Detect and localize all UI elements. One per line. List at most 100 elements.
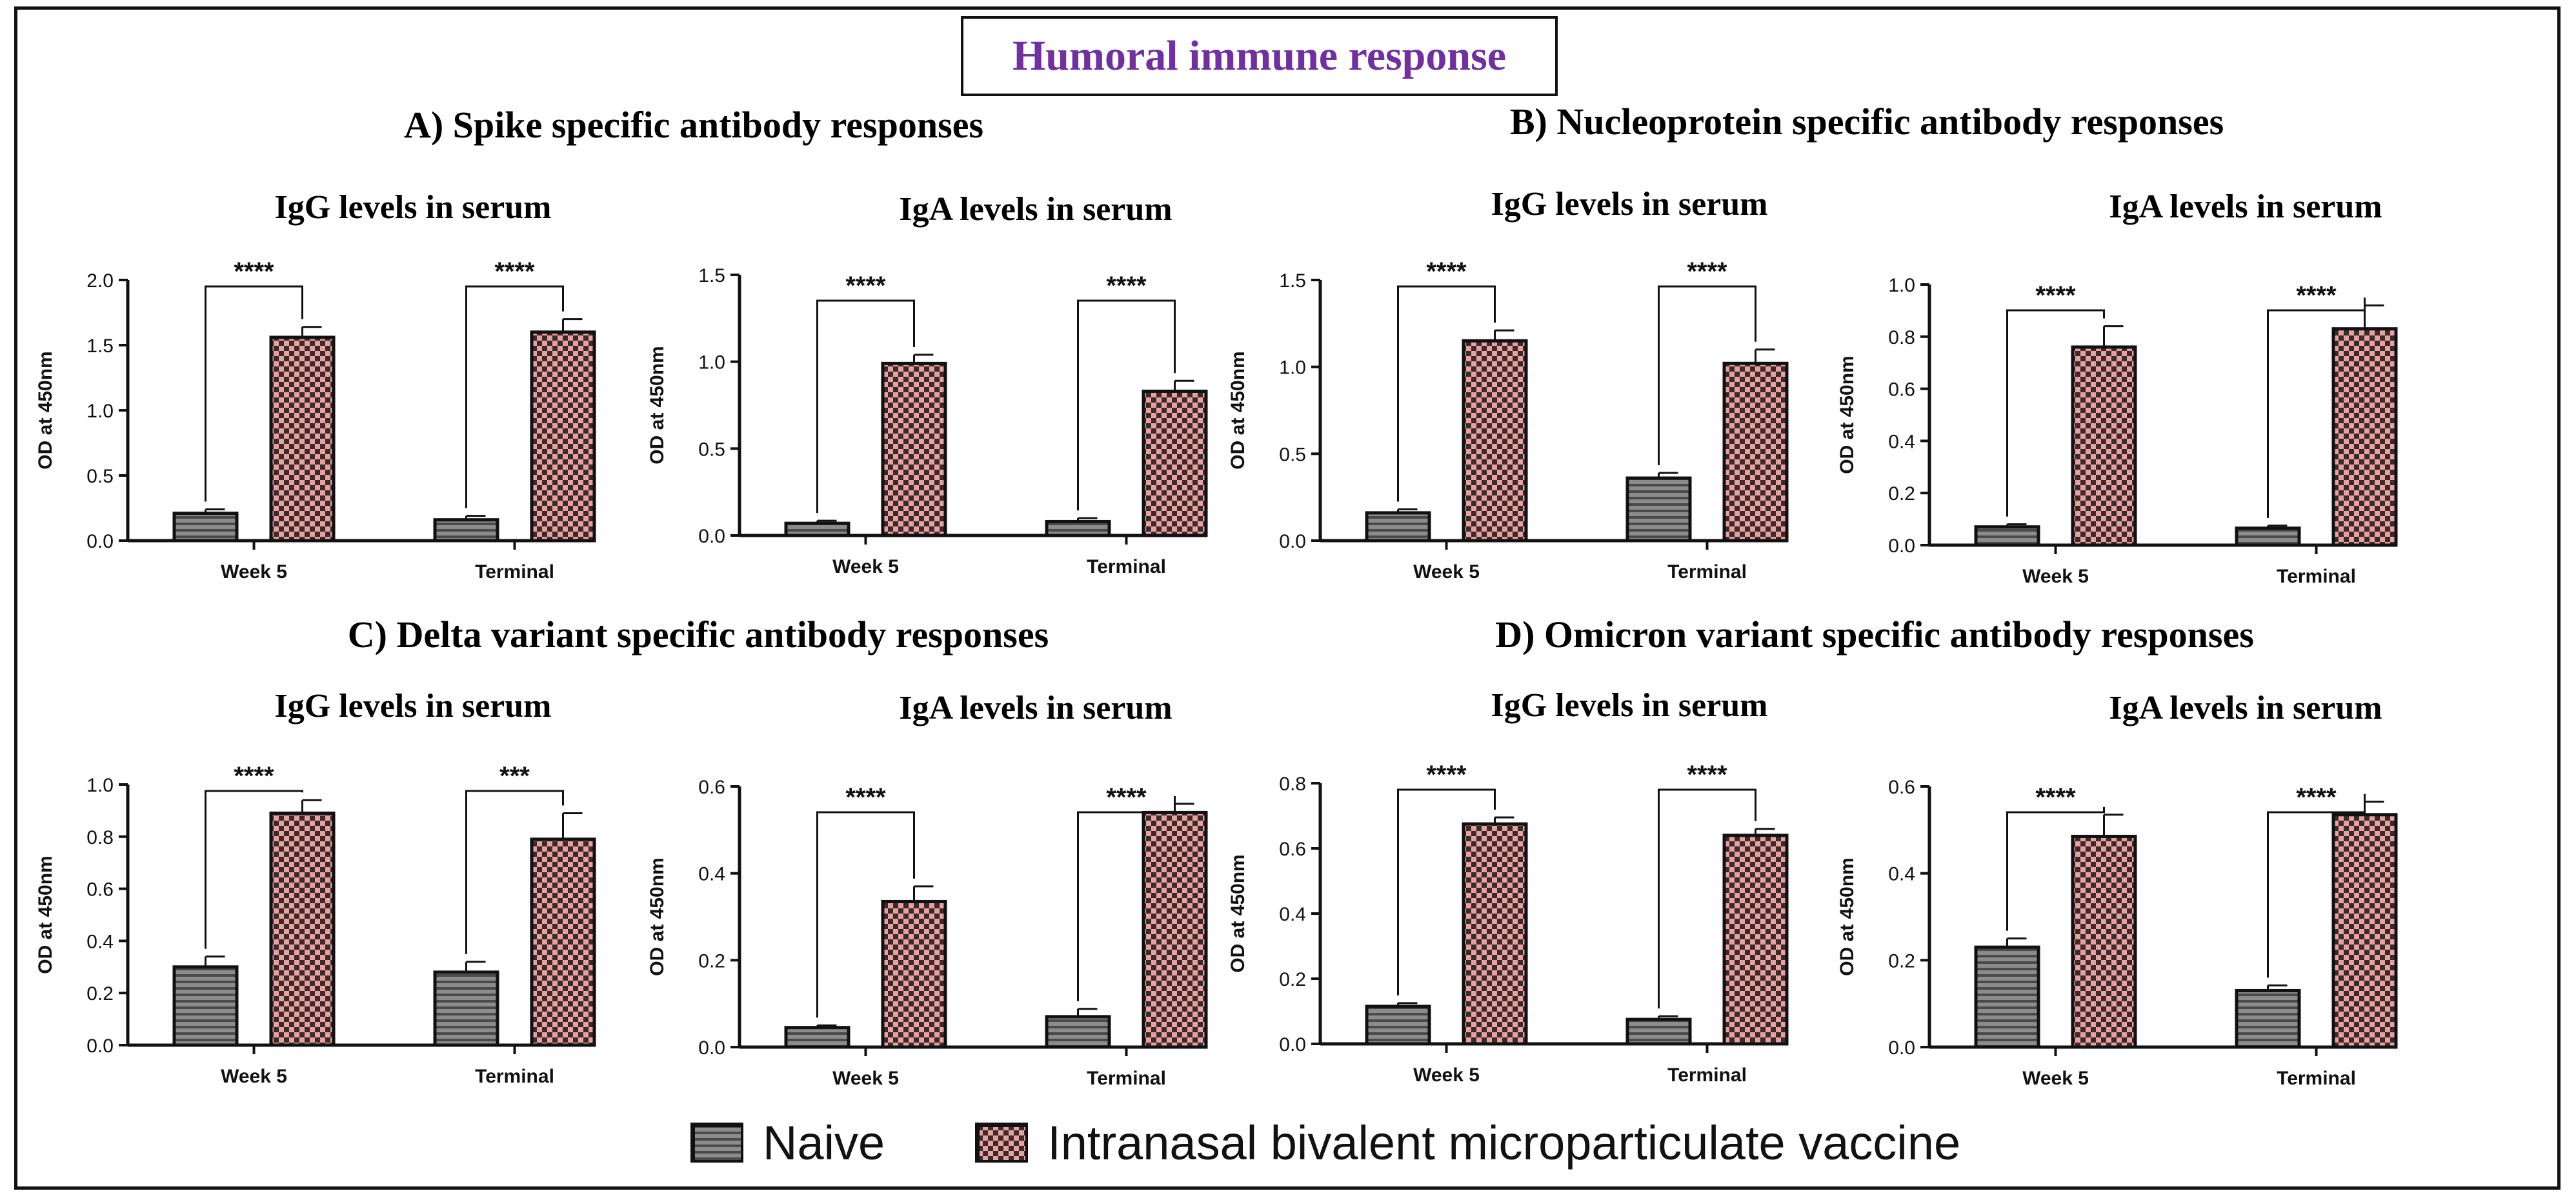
chart-3-bar-vaccine-1 [2331, 327, 2398, 547]
chart-5-bar-naive-0 [784, 1026, 850, 1049]
chart-2-y-tick-label: 1.5 [1279, 270, 1306, 292]
chart-3-y-tick-label: 0.8 [1888, 327, 1915, 348]
chart-3-y-label: OD at 450nm [1836, 355, 1858, 474]
chart-0-y-tick-label: 0.0 [86, 531, 114, 552]
chart-6-sig-label: **** [1426, 761, 1467, 789]
chart-1-bar-naive-0 [784, 521, 850, 537]
chart-4-title: IgG levels in serum [275, 688, 552, 725]
panel-title-c: C) Delta variant specific antibody respo… [347, 614, 1049, 655]
chart-5-sig-label: **** [845, 783, 886, 812]
chart-0-y-tick-label: 0.5 [86, 466, 114, 487]
chart-7-y-tick-label: 0.4 [1888, 864, 1915, 885]
panel-title-d: D) Omicron variant specific antibody res… [1495, 614, 2254, 655]
chart-0-y-tick-label: 2.0 [86, 270, 114, 292]
chart-6-x-tick-label: Terminal [1667, 1065, 1747, 1086]
chart-4-bar-naive-1 [433, 970, 499, 1047]
chart-4-y-tick-label: 0.2 [86, 983, 114, 1005]
chart-0-sig-label: **** [234, 257, 274, 286]
chart-5-y-tick-label: 0.0 [698, 1037, 725, 1059]
chart-0-y-label: OD at 450nm [35, 351, 56, 469]
chart-1-y-tick-label: 0.5 [698, 439, 725, 460]
chart-1-y-label: OD at 450nm [647, 346, 668, 464]
chart-2-x-tick-label: Week 5 [1413, 561, 1480, 583]
chart-6-title: IgG levels in serum [1491, 687, 1768, 724]
chart-2-sig-bracket [1397, 285, 1496, 502]
chart-5-x-tick-label: Terminal [1087, 1068, 1166, 1089]
legend-swatch-vaccine [975, 1123, 1029, 1163]
legend-swatch-naive [690, 1123, 743, 1163]
chart-7-sig-label: **** [2035, 783, 2076, 812]
chart-5-x-tick-label: Week 5 [832, 1068, 899, 1089]
figure-title-box: Humoral immune response [961, 16, 1558, 96]
chart-0-bar-naive-1 [433, 518, 499, 543]
chart-3-y-tick-label: 1.0 [1888, 275, 1915, 296]
chart-2-bar-naive-1 [1625, 476, 1692, 543]
chart-1-y-tick-label: 1.5 [698, 265, 725, 286]
chart-3-sig-bracket [2267, 297, 2366, 518]
chart-1-bar-vaccine-0 [881, 361, 947, 537]
chart-4-bar-naive-0 [172, 965, 239, 1047]
chart-2-x-tick-label: Terminal [1667, 561, 1747, 583]
chart-4-sig-bracket [465, 790, 564, 954]
chart-0-y-tick-label: 1.0 [86, 401, 114, 422]
chart-6-y-tick-label: 0.8 [1279, 774, 1306, 795]
chart-3-y-tick-label: 0.0 [1888, 535, 1915, 557]
chart-1-title: IgA levels in serum [899, 191, 1172, 228]
chart-5-bar-naive-1 [1045, 1015, 1111, 1049]
chart-7-bar-vaccine-0 [2071, 834, 2137, 1049]
chart-2-title: IgG levels in serum [1491, 186, 1768, 223]
chart-7-bar-vaccine-1 [2331, 813, 2398, 1049]
chart-3-x-tick-label: Week 5 [2022, 566, 2089, 587]
chart-5-bar-vaccine-0 [881, 899, 947, 1049]
chart-1-sig-label: **** [1106, 272, 1147, 300]
chart-1-sig-bracket [1077, 299, 1176, 511]
figure-frame [14, 6, 2561, 1190]
chart-2-y-tick-label: 0.5 [1279, 444, 1306, 465]
chart-6-sig-label: **** [1687, 761, 1727, 789]
chart-6-y-tick-label: 0.6 [1279, 839, 1306, 860]
chart-4-y-tick-label: 0.0 [86, 1035, 114, 1057]
chart-6-bar-naive-1 [1625, 1017, 1692, 1046]
figure-title: Humoral immune response [1012, 32, 1507, 79]
chart-0-sig-bracket [205, 285, 303, 502]
chart-4-y-tick-label: 0.4 [86, 931, 114, 952]
chart-4-bar-vaccine-0 [269, 811, 336, 1047]
chart-5-sig-bracket [816, 811, 915, 1018]
chart-0-x-tick-label: Week 5 [221, 561, 287, 583]
chart-4-bar-vaccine-1 [530, 837, 596, 1047]
chart-0-bar-naive-0 [172, 512, 239, 543]
legend-item-vaccine: Intranasal bivalent microparticulate vac… [975, 1115, 1960, 1170]
chart-4-y-tick-label: 1.0 [86, 775, 114, 796]
panel-title-b: B) Nucleoprotein specific antibody respo… [1509, 101, 2224, 143]
chart-7-sig-label: **** [2296, 783, 2337, 812]
chart-0-sig-label: **** [494, 257, 535, 286]
chart-2-sig-label: **** [1426, 257, 1467, 286]
chart-7-x-tick-label: Week 5 [2022, 1068, 2089, 1089]
legend: Naive Intranasal bivalent microparticula… [690, 1107, 2051, 1178]
chart-4-sig-label: *** [499, 762, 530, 790]
chart-5-y-tick-label: 0.6 [698, 777, 725, 798]
chart-5-sig-bracket [1077, 795, 1176, 1001]
chart-2-bar-vaccine-1 [1722, 361, 1789, 543]
chart-7-bar-naive-1 [2235, 988, 2301, 1049]
chart-3-y-tick-label: 0.2 [1888, 483, 1915, 505]
chart-1-bar-naive-1 [1045, 519, 1111, 537]
chart-6-x-tick-label: Week 5 [1413, 1065, 1480, 1086]
legend-label-naive: Naive [763, 1115, 885, 1170]
chart-2-bar-naive-0 [1365, 511, 1431, 543]
chart-3-sig-label: **** [2035, 281, 2076, 310]
chart-6-bar-vaccine-0 [1462, 822, 1528, 1046]
chart-3-y-tick-label: 0.6 [1888, 379, 1915, 401]
chart-6-y-tick-label: 0.0 [1279, 1034, 1306, 1055]
chart-0-bar-vaccine-0 [269, 335, 336, 543]
chart-7-y-tick-label: 0.6 [1888, 777, 1915, 798]
chart-4-y-label: OD at 450nm [35, 855, 56, 974]
chart-6-y-label: OD at 450nm [1227, 854, 1249, 972]
chart-3-bar-vaccine-0 [2071, 345, 2137, 547]
chart-4-y-tick-label: 0.8 [86, 827, 114, 848]
chart-7-y-tick-label: 0.2 [1888, 950, 1915, 972]
chart-6-bar-vaccine-1 [1722, 834, 1789, 1046]
chart-7-y-label: OD at 450nm [1836, 857, 1858, 975]
chart-2-y-tick-label: 1.0 [1279, 357, 1306, 379]
chart-7-title: IgA levels in serum [2109, 690, 2382, 726]
